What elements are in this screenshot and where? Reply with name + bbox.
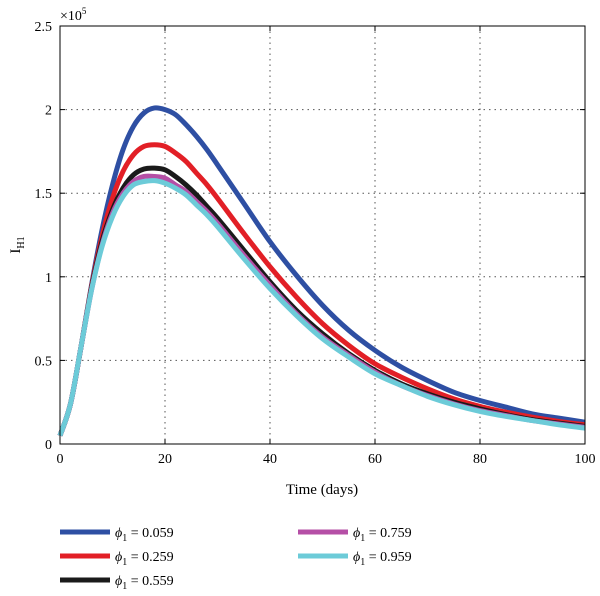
x-tick-label: 60	[368, 452, 382, 467]
plot-frame	[59, 25, 586, 445]
series-line-4	[57, 178, 586, 437]
x-axis-label: Time (days)	[286, 482, 358, 498]
x-tick-label: 40	[263, 452, 277, 467]
y-axis-label: IH1	[8, 236, 27, 253]
y-tick-label: 2	[45, 104, 52, 119]
legend-label-0: ϕ1 = 0.059	[115, 526, 174, 544]
y-multiplier: ×105	[60, 6, 87, 24]
legend-label-1: ϕ1 = 0.259	[115, 550, 174, 568]
legend-label-2: ϕ1 = 0.559	[115, 574, 174, 592]
x-tick-label: 100	[575, 452, 596, 467]
y-tick-label: 0.5	[35, 354, 53, 369]
legend-label-3: ϕ1 = 0.759	[353, 526, 412, 544]
y-tick-label: 1	[45, 271, 52, 286]
series-line-1	[57, 142, 586, 437]
series-line-0	[57, 105, 586, 437]
ticks: 0 20 40 60 80 100 0 0.5 1 1.5 2 2.5	[35, 20, 596, 467]
x-tick-label: 0	[57, 452, 64, 467]
y-tick-label: 0	[45, 438, 52, 453]
x-tick-label: 80	[473, 452, 487, 467]
y-tick-label: 2.5	[35, 20, 53, 35]
legend-label-4: ϕ1 = 0.959	[353, 550, 412, 568]
x-tick-label: 20	[158, 452, 172, 467]
series-layer	[57, 105, 586, 437]
y-tick-label: 1.5	[35, 187, 53, 202]
legend: ϕ1 = 0.059 ϕ1 = 0.259 ϕ1 = 0.559 ϕ1 = 0.759…	[60, 526, 412, 592]
grid	[60, 26, 585, 444]
